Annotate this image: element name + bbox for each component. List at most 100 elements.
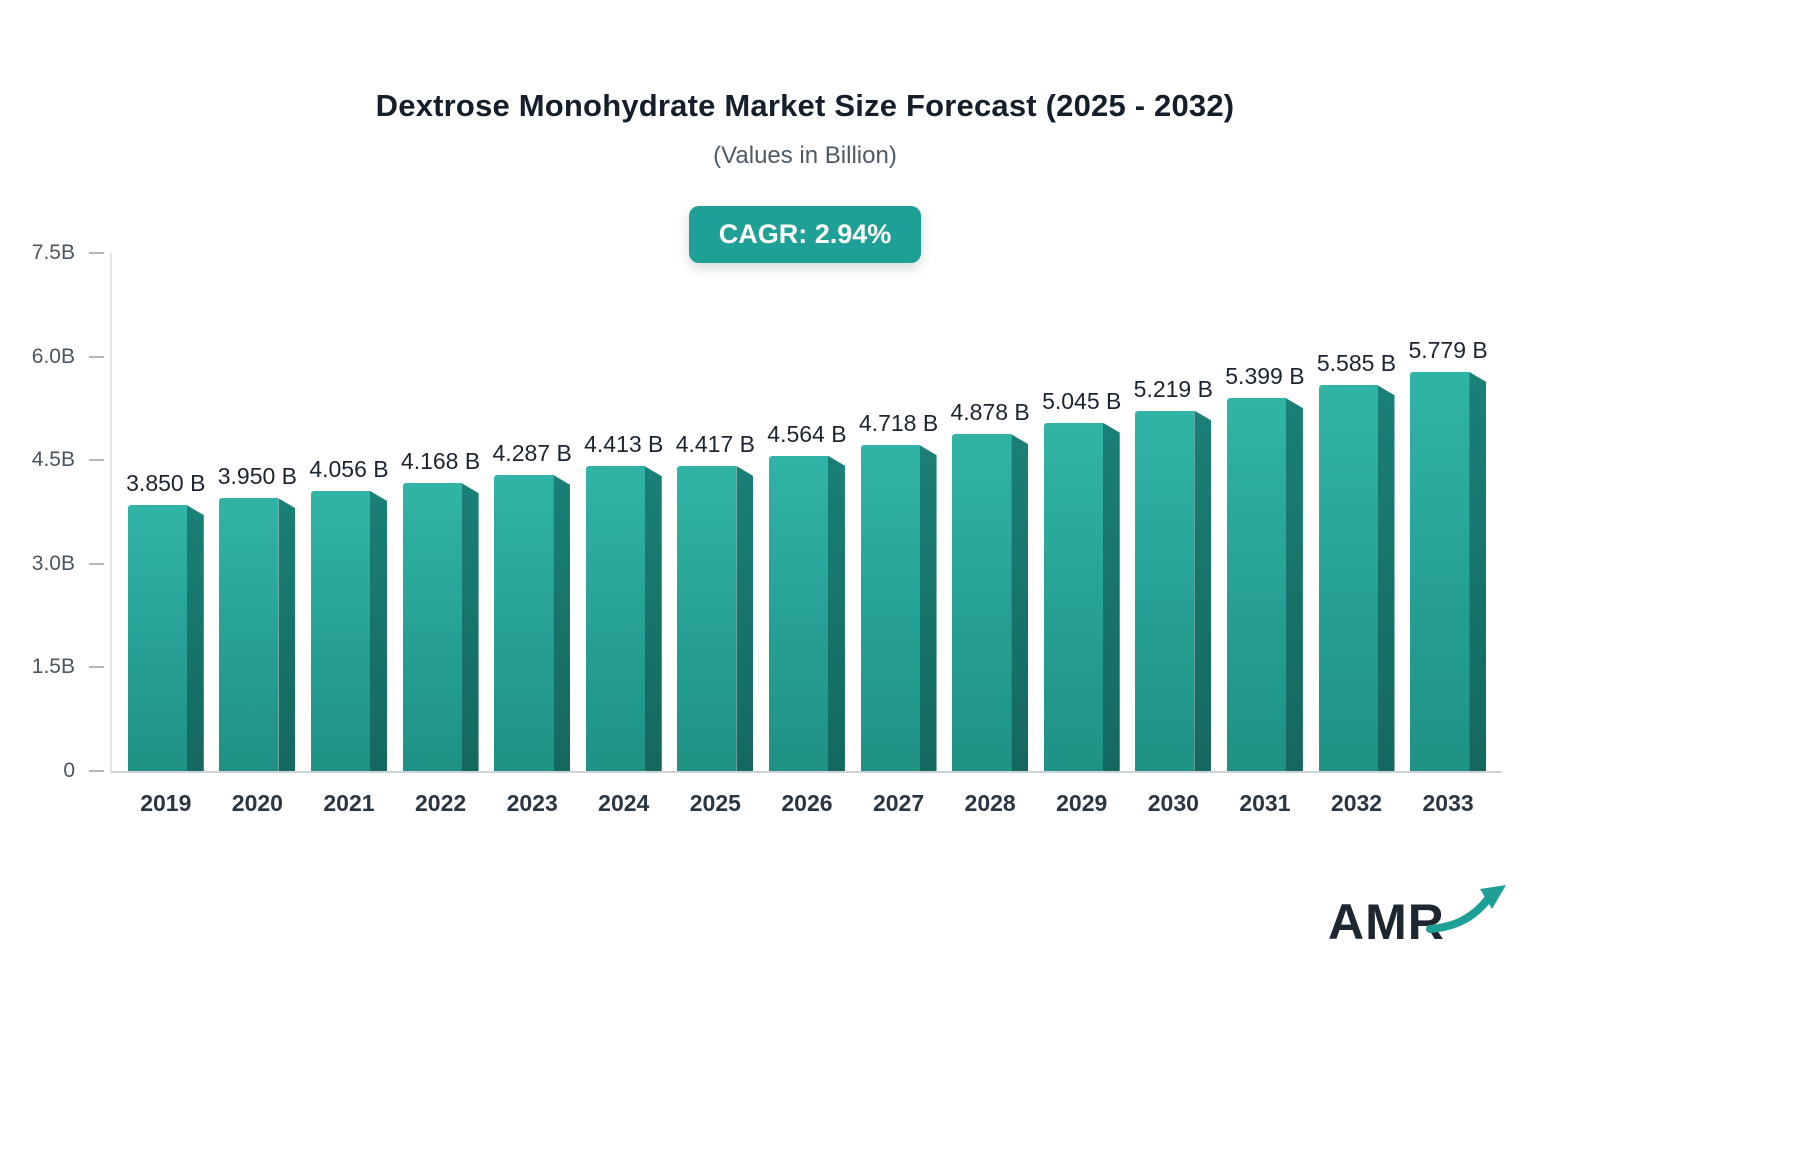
x-axis-label: 2033 — [1422, 790, 1474, 816]
bar-side-face — [461, 483, 479, 771]
bar-value-label: 5.045 B — [1042, 387, 1122, 414]
bar-2031 — [1226, 398, 1303, 771]
y-axis-tick: 0 — [63, 759, 104, 783]
bar-front-face — [494, 474, 554, 771]
bar-2033 — [1410, 371, 1487, 771]
x-axis-label: 2023 — [506, 790, 558, 816]
bar-value-label: 4.718 B — [858, 410, 939, 437]
bar-2022 — [402, 483, 479, 771]
x-axis-label: 2027 — [872, 790, 925, 816]
bar-value-label: 3.950 B — [217, 463, 298, 490]
y-axis-tick: 6.0B — [32, 345, 104, 369]
bar-side-face — [1285, 398, 1303, 771]
y-axis-tick-label: 4.5B — [31, 448, 75, 472]
x-axis-label: 2030 — [1147, 790, 1199, 816]
bar-value-label: 3.850 B — [126, 470, 206, 497]
bar-group-2021: 4.056 B 2021 — [303, 253, 395, 816]
bar-value-label: 4.878 B — [950, 399, 1030, 426]
bar-front-face — [219, 498, 279, 771]
x-axis-label: 2029 — [1056, 790, 1108, 816]
bar-2019 — [127, 505, 204, 771]
bar-side-face — [1194, 410, 1212, 771]
bar-side-face — [919, 445, 937, 771]
bar-front-face — [860, 445, 920, 771]
chart-title: Dextrose Monohydrate Market Size Forecas… — [375, 88, 1235, 123]
amr-logo-text: AMR — [1328, 894, 1445, 950]
bar-2032 — [1318, 385, 1395, 771]
chart-header: Dextrose Monohydrate Market Size Forecas… — [110, 88, 1500, 263]
bar-2028 — [952, 434, 1029, 771]
bar-group-2022: 4.168 B 2022 — [395, 253, 487, 816]
y-axis-tick-label: 0 — [63, 759, 75, 782]
bar-front-face — [127, 505, 187, 771]
bar-value-label: 4.168 B — [400, 448, 481, 475]
bar-group-2032: 5.585 B 2032 — [1311, 253, 1403, 816]
bar-2026 — [768, 455, 845, 771]
bar-front-face — [1043, 422, 1103, 771]
bar-value-label: 5.779 B — [1408, 336, 1488, 363]
bar-group-2020: 3.950 B 2020 — [212, 253, 304, 816]
bar-side-face — [1011, 434, 1029, 771]
y-axis-tick-mark — [89, 459, 104, 462]
bar-side-face — [553, 474, 571, 771]
bar-2030 — [1135, 410, 1212, 771]
y-axis-tick-mark — [89, 666, 104, 669]
bar-2027 — [860, 445, 937, 771]
y-axis-tick-label: 6.0B — [31, 344, 75, 368]
plot-area: 3.850 B 2019 3.950 B 2020 4.056 B 2021 4.168 B… — [32, 241, 1502, 816]
x-axis-label: 2019 — [140, 790, 192, 816]
x-axis-label: 2032 — [1330, 790, 1383, 816]
bar-value-label: 5.219 B — [1133, 375, 1213, 402]
bar-side-face — [736, 465, 754, 771]
bar-group-2030: 5.219 B 2030 — [1128, 253, 1220, 816]
y-axis-tick-mark — [89, 252, 104, 254]
x-axis-label: 2024 — [598, 790, 650, 816]
y-axis-tick-label: 3.0B — [31, 551, 75, 575]
bar-group-2031: 5.399 B 2031 — [1219, 253, 1311, 816]
cagr-badge: CAGR: 2.94% — [688, 206, 922, 263]
bar-2024 — [585, 466, 662, 771]
bar-side-face — [1102, 422, 1120, 771]
bar-side-face — [1469, 371, 1487, 771]
bar-value-label: 4.287 B — [492, 439, 572, 466]
bar-side-face — [1377, 385, 1395, 771]
y-axis-tick-mark — [89, 562, 104, 565]
bar-2029 — [1043, 422, 1120, 771]
x-axis-label: 2026 — [781, 790, 833, 816]
bar-side-face — [644, 466, 662, 771]
bar-side-face — [827, 455, 845, 771]
x-axis-label: 2022 — [414, 790, 467, 816]
y-axis-tick-label: 7.5B — [31, 241, 75, 264]
bar-value-label: 4.413 B — [584, 431, 664, 458]
bar-value-label: 4.056 B — [309, 455, 389, 482]
bar-front-face — [1410, 371, 1470, 771]
bar-side-face — [186, 505, 204, 771]
bar-front-face — [677, 465, 737, 771]
bar-front-face — [1226, 398, 1286, 771]
bar-2025 — [677, 465, 754, 771]
bar-group-2019: 3.850 B 2019 — [120, 253, 212, 816]
bar-group-2026: 4.564 B 2026 — [761, 253, 853, 816]
y-axis-tick: 3.0B — [32, 552, 104, 576]
bar-value-label: 5.585 B — [1316, 350, 1397, 377]
x-axis-label: 2028 — [964, 790, 1016, 816]
bar-front-face — [1318, 385, 1378, 771]
amr-logo: AMR — [1328, 885, 1506, 963]
bar-group-2023: 4.287 B 2023 — [486, 253, 578, 816]
bar-value-label: 5.399 B — [1225, 363, 1305, 390]
bar-group-2027: 4.718 B 2027 — [853, 253, 945, 816]
bar-side-face — [369, 490, 387, 771]
y-axis-tick-mark — [89, 355, 104, 358]
bar-group-2024: 4.413 B 2024 — [578, 253, 670, 816]
bar-group-2028: 4.878 B 2028 — [944, 253, 1036, 816]
bar-value-label: 4.564 B — [767, 420, 847, 447]
y-axis-tick-mark — [89, 770, 104, 772]
bar-front-face — [585, 466, 645, 771]
x-axis-label: 2021 — [323, 790, 375, 816]
bar-side-face — [278, 498, 296, 771]
bar-group-2025: 4.417 B 2025 — [670, 253, 762, 816]
y-axis-tick: 7.5B — [32, 241, 104, 265]
bar-2020 — [219, 498, 296, 771]
y-axis-tick: 4.5B — [32, 448, 104, 472]
bar-front-face — [310, 490, 370, 771]
